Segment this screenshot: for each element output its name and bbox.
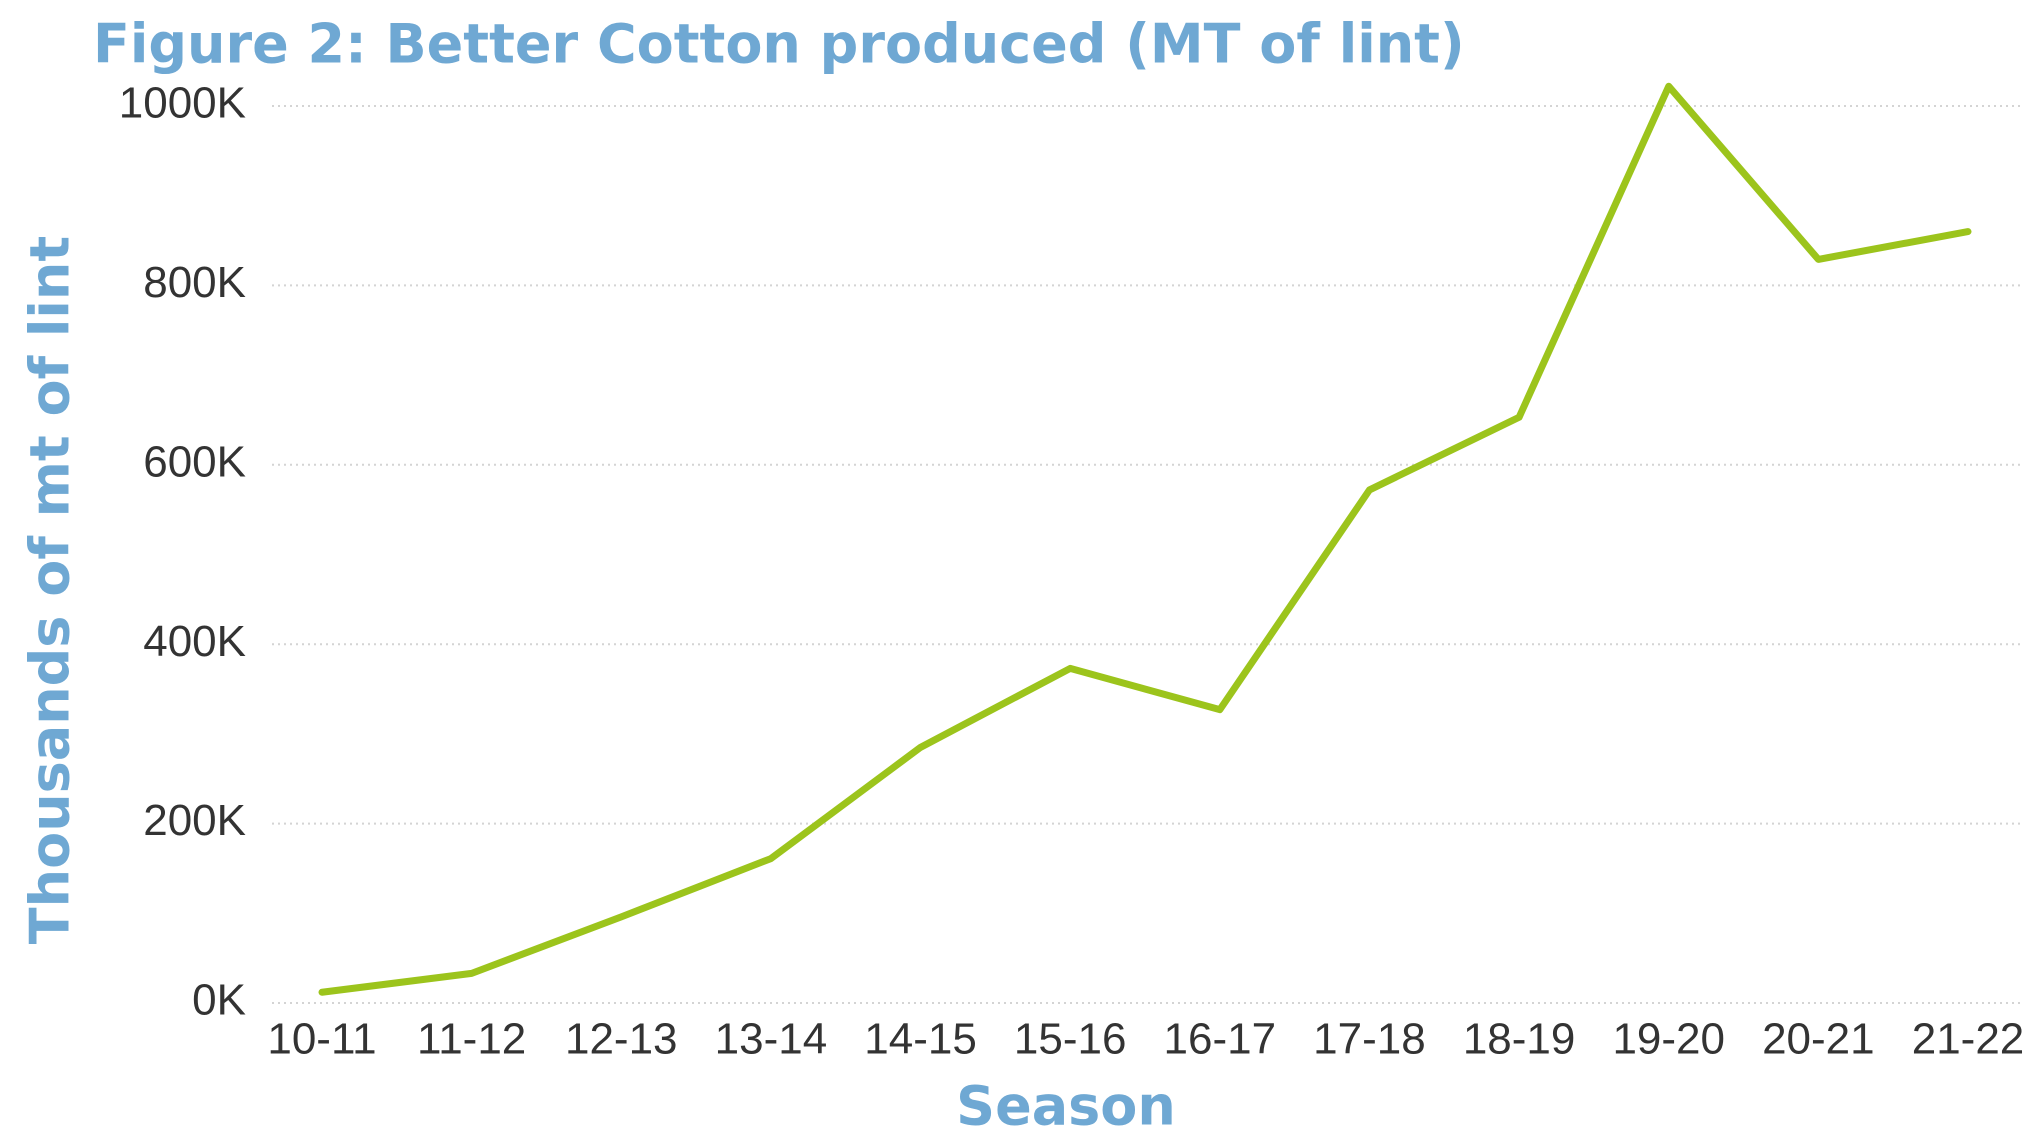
x-tick-label: 20-21 [1762,1015,1875,1064]
chart-title: Figure 2: Better Cotton produced (MT of … [93,13,1465,76]
x-tick-label: 15-16 [1014,1015,1127,1064]
x-tick-label: 21-22 [1912,1015,2025,1064]
data-line [318,82,1972,996]
x-tick-label: 18-19 [1463,1015,1576,1064]
x-tick-label: 12-13 [565,1015,678,1064]
x-axis-title: Season [956,1075,1176,1136]
x-tick-label: 17-18 [1313,1015,1426,1064]
y-tick-label: 400K [143,617,246,666]
x-tick-label: 13-14 [715,1015,828,1064]
x-tick-label: 16-17 [1164,1015,1277,1064]
y-tick-label: 1000K [119,79,246,128]
y-tick-label: 800K [143,258,246,307]
y-tick-label: 600K [143,437,246,486]
y-tick-label: 0K [192,976,246,1025]
y-tick-label: 200K [143,796,246,845]
x-tick-label: 10-11 [267,1015,376,1064]
x-tick-label: 11-12 [417,1015,526,1064]
y-axis-title: Thousands of mt of lint [19,236,82,944]
x-tick-label: 14-15 [864,1015,977,1064]
x-tick-label: 19-20 [1612,1015,1725,1064]
